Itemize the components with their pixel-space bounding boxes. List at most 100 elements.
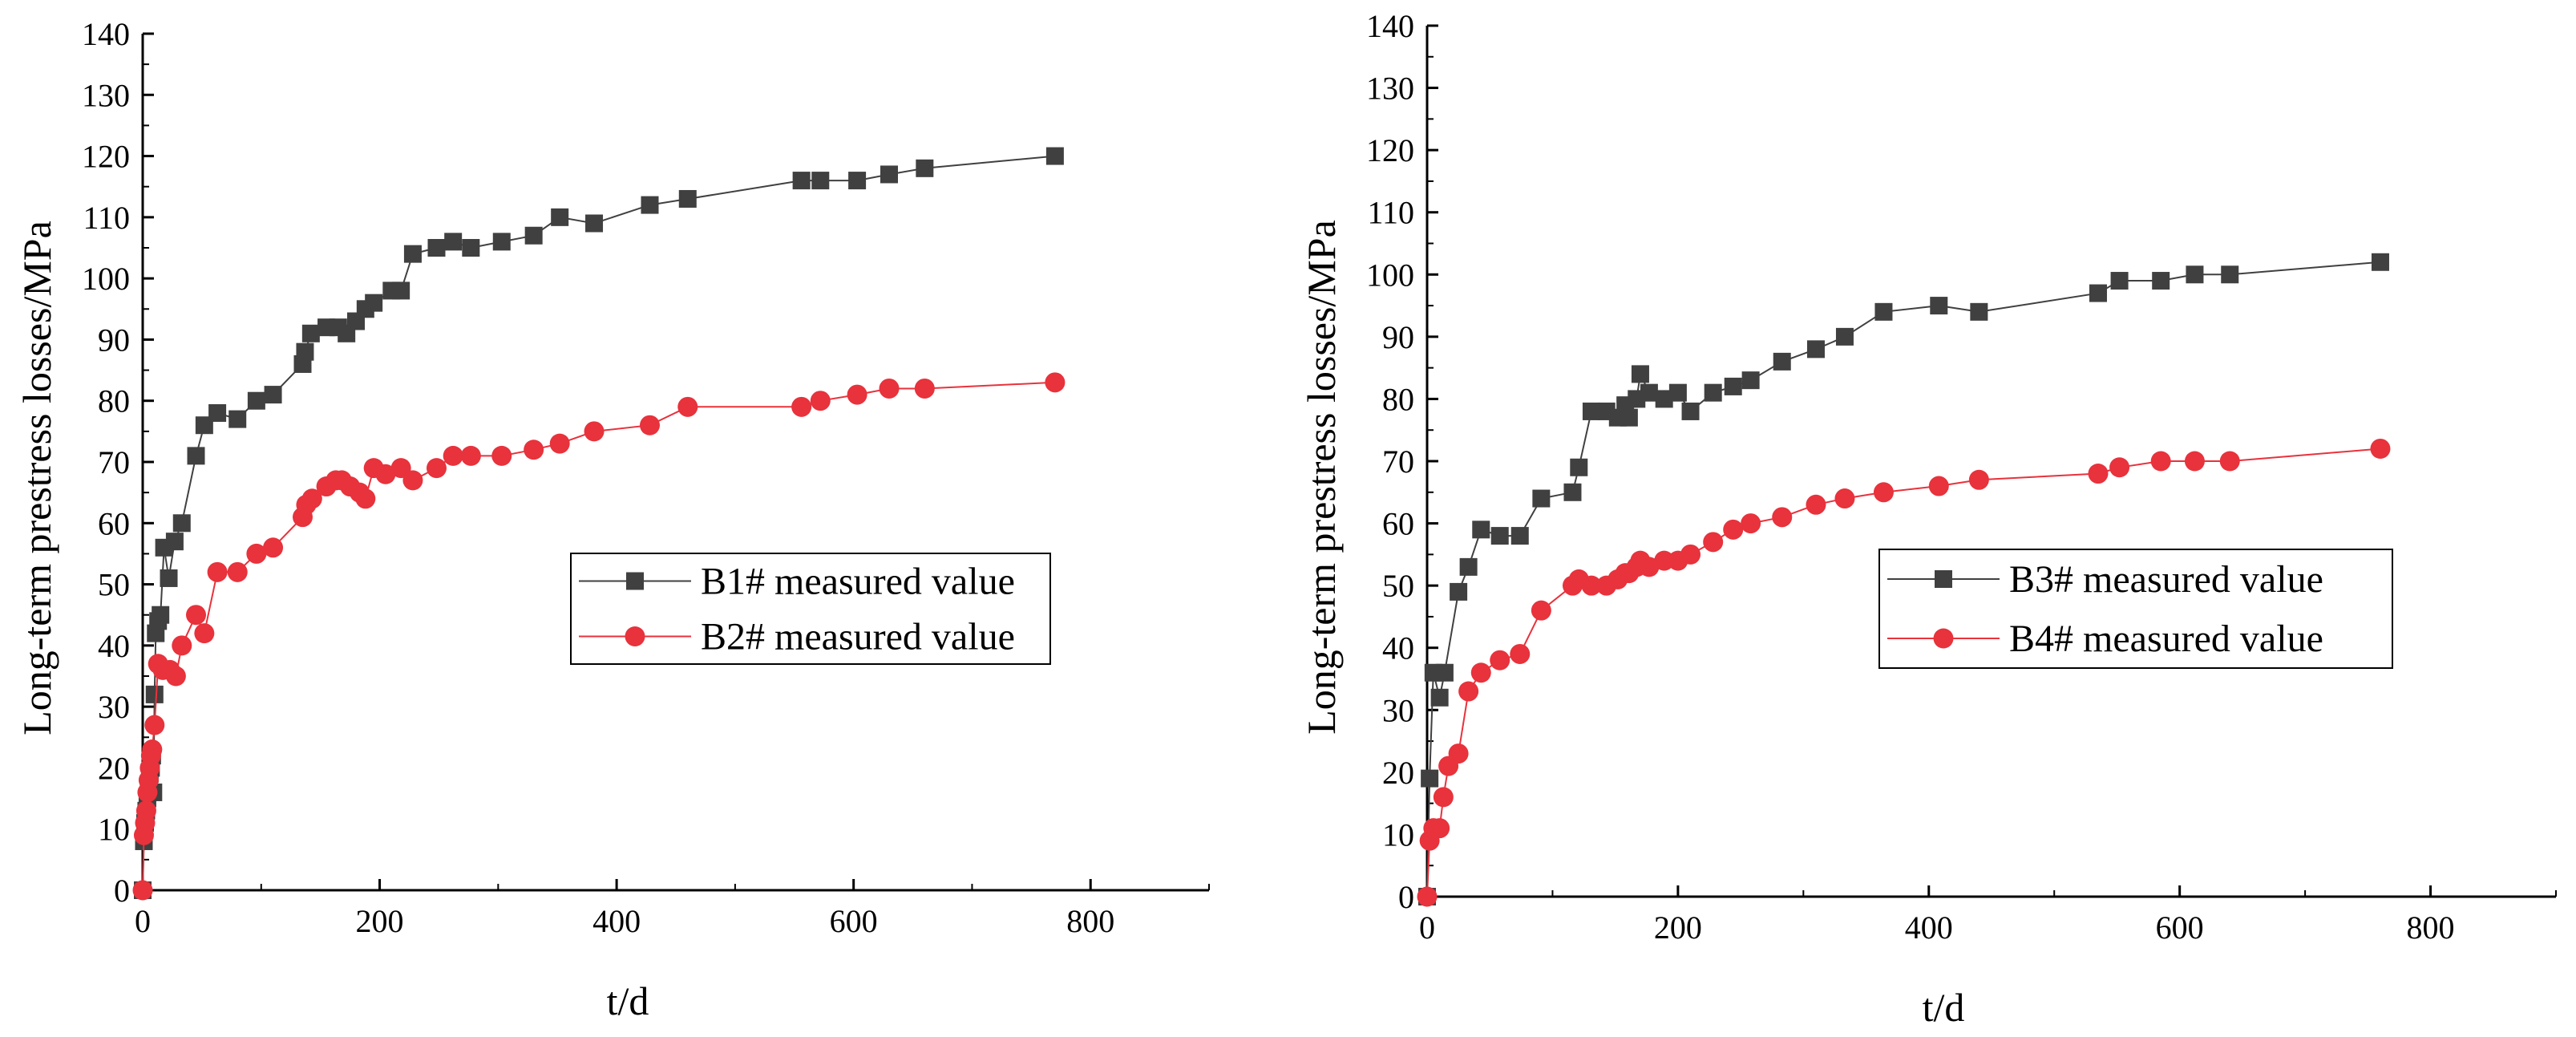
data-point <box>2221 265 2239 284</box>
data-point <box>144 715 165 735</box>
data-point <box>2184 451 2205 472</box>
data-point <box>1470 662 1491 683</box>
legend: B3# measured value B4# measured value <box>1878 549 2393 669</box>
data-point <box>2371 253 2389 271</box>
data-point <box>165 533 184 551</box>
x-tick-label: 0 <box>135 903 151 939</box>
x-tick-label: 800 <box>1066 903 1114 939</box>
data-point <box>1704 383 1722 402</box>
data-point <box>208 403 227 422</box>
x-tick-label: 0 <box>1419 909 1435 946</box>
chart-left: 0 10 20 30 40 50 60 70 80 90 100 110 120 130 140 0 200 40… <box>14 16 1210 1023</box>
y-tick-label: 20 <box>98 750 130 786</box>
data-point <box>2089 284 2107 302</box>
series-b4 <box>1417 438 2391 907</box>
chart-right: 0 10 20 30 40 50 60 70 80 90 100 110 120 130 140 0 200 40… <box>1299 8 2557 1030</box>
y-tick-label: 100 <box>1366 257 1414 293</box>
data-point <box>172 514 191 533</box>
data-point <box>2150 451 2171 472</box>
data-point <box>207 561 228 582</box>
y-tick-label: 140 <box>82 16 130 52</box>
y-tick-label: 20 <box>1382 755 1414 791</box>
data-point <box>1510 643 1531 664</box>
data-point <box>443 445 463 466</box>
legend-label: B1# measured value <box>701 561 1015 603</box>
y-tick-label: 50 <box>98 567 130 603</box>
data-point <box>1703 532 1724 553</box>
y-tick-label: 90 <box>98 322 130 358</box>
data-point <box>135 800 156 821</box>
x-axis-title: t/d <box>607 978 649 1023</box>
x-tick-label: 600 <box>830 903 878 939</box>
data-point <box>2152 272 2170 290</box>
x-tick-label: 400 <box>592 903 641 939</box>
data-point <box>847 384 867 405</box>
data-point <box>880 165 898 184</box>
data-point <box>585 214 604 233</box>
data-point <box>247 391 265 410</box>
data-point <box>1806 340 1825 358</box>
data-point <box>641 196 659 214</box>
y-tick-label: 80 <box>1382 381 1414 417</box>
data-point <box>1045 147 1064 165</box>
legend-label: B4# measured value <box>2009 618 2323 660</box>
y-tick-label: 0 <box>114 873 130 909</box>
data-point <box>1490 527 1509 545</box>
data-point <box>228 410 247 428</box>
data-point <box>1582 402 1600 420</box>
data-point <box>1724 377 1742 395</box>
y-tick-label: 0 <box>1398 879 1414 915</box>
data-point <box>1741 371 1760 390</box>
data-point <box>1490 650 1510 670</box>
data-point <box>810 391 831 411</box>
data-point <box>551 208 569 226</box>
data-point <box>132 880 153 901</box>
data-point <box>1421 769 1439 788</box>
data-point <box>460 445 481 466</box>
data-point <box>549 433 570 454</box>
data-point <box>1631 365 1649 383</box>
data-point <box>1510 527 1529 545</box>
y-tick-label: 80 <box>98 383 130 419</box>
x-tick-label: 200 <box>356 903 404 939</box>
data-point <box>1472 521 1490 539</box>
data-point <box>1680 544 1701 565</box>
data-point <box>296 342 314 361</box>
data-point <box>375 464 396 484</box>
data-point <box>426 458 447 479</box>
data-point <box>227 561 248 582</box>
data-point <box>792 172 811 190</box>
y-tick-label: 60 <box>98 505 130 541</box>
data-point <box>1640 383 1658 402</box>
data-point <box>264 386 282 404</box>
y-tick-label: 70 <box>98 444 130 480</box>
series-b3 <box>1418 253 2389 905</box>
y-tick-label: 100 <box>82 261 130 297</box>
data-point <box>1968 469 1989 490</box>
data-point <box>152 606 170 624</box>
data-point <box>392 282 410 300</box>
y-tick-label: 120 <box>82 139 130 175</box>
data-point <box>2110 272 2129 290</box>
data-point <box>1806 494 1826 515</box>
legend-marker <box>626 572 644 590</box>
x-tick-label: 200 <box>1654 909 1702 946</box>
y-tick-label: 90 <box>1382 319 1414 355</box>
data-point <box>677 396 698 417</box>
y-tick-label: 30 <box>98 689 130 725</box>
data-point <box>2370 438 2391 459</box>
data-point <box>879 378 900 399</box>
y-tick-label: 60 <box>1382 506 1414 542</box>
y-tick-label: 10 <box>1382 816 1414 853</box>
legend-label: B3# measured value <box>2009 558 2323 601</box>
data-point <box>2088 464 2109 484</box>
data-point <box>1430 688 1449 707</box>
series-b1 <box>134 147 1064 899</box>
data-point <box>1448 743 1469 764</box>
data-point <box>791 396 812 417</box>
data-point <box>403 245 422 263</box>
data-point <box>1458 681 1479 702</box>
legend: B1# measured value B2# measured value <box>570 553 1051 665</box>
data-point <box>811 172 830 190</box>
data-point <box>1435 663 1454 682</box>
